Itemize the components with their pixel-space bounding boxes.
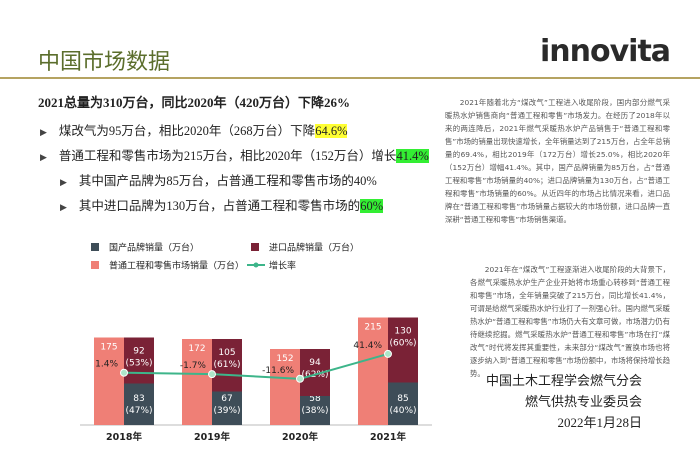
bar-value-label: 105 (218, 348, 235, 358)
bar-value-label: 94 (309, 358, 321, 368)
bullet-text: 其中国产品牌为85万台，占普通工程和零售市场的40% (78, 174, 377, 188)
legend-label: 进口品牌销量（万台） (269, 242, 359, 254)
bar (182, 339, 212, 425)
bar-value-label: 130 (394, 327, 411, 337)
line-value-label: 1.4% (95, 360, 118, 370)
bullet-icon: ▶ (40, 127, 47, 137)
legend-label: 普通工程和零售市场销量（万台） (109, 260, 244, 272)
bar-value-label: 92 (133, 347, 144, 357)
logo: innovita (540, 34, 671, 69)
bar-segment (124, 383, 154, 425)
share-label: (61%) (213, 360, 240, 370)
line-marker (208, 370, 216, 379)
x-tick-label: 2019年 (194, 431, 230, 443)
bar-segment (388, 382, 418, 425)
bullet: ▶ 煤改气为95万台，相比2020年（268万台）下降64.6% (40, 120, 348, 139)
bar (358, 317, 388, 425)
bar-value-label: 67 (221, 394, 232, 404)
bar-segment (212, 391, 242, 425)
x-tick-label: 2018年 (106, 431, 142, 443)
line-marker (296, 374, 304, 383)
bar-value-label: 175 (100, 343, 117, 353)
x-tick-label: 2020年 (282, 431, 318, 443)
line-marker (120, 368, 128, 377)
bar-segment (212, 339, 242, 392)
bar-value-label: 83 (133, 394, 144, 404)
bullet-text: 其中进口品牌为130万台，占普通工程和零售市场的 (78, 199, 361, 213)
line (123, 352, 389, 380)
footer-line: 中国土木工程学会燃气分会 (485, 373, 642, 388)
footer-line: 燃气供热专业委员会 (524, 394, 642, 409)
share-label: (60%) (389, 339, 416, 349)
line-value-label: 41.4% (353, 341, 382, 351)
bar (270, 349, 300, 425)
legend-swatch (91, 243, 99, 251)
bullet: ▶ 其中进口品牌为130万台，占普通工程和零售市场的60% (60, 195, 384, 214)
bar-value-label: 152 (276, 354, 293, 364)
x-tick-label: 2021年 (370, 431, 406, 443)
bar-value-label: 172 (188, 344, 205, 354)
share-label: (39%) (213, 406, 240, 416)
bar-value-label: 215 (364, 323, 381, 333)
highlight-text: 64.6% (315, 124, 348, 138)
bar-value-label: 85 (397, 394, 408, 404)
footer-line: 2022年1月28日 (557, 415, 642, 430)
legend-marker (253, 262, 259, 268)
headline: 2021总量为310万台，同比2020年（420万台）下降26% (38, 95, 351, 110)
line-value-label: -11.6% (262, 366, 294, 376)
bar (94, 337, 124, 425)
bullet: ▶ 其中国产品牌为85万台，占普通工程和零售市场的40% (60, 170, 377, 189)
bar-value-label: 58 (309, 394, 321, 404)
bar-segment (388, 317, 418, 383)
share-label: (40%) (389, 406, 416, 416)
legend-swatch (91, 261, 99, 269)
highlight-text: 41.4% (396, 149, 429, 163)
bullet-icon: ▶ (40, 152, 47, 162)
bullet-text: 煤改气为95万台，相比2020年（268万台）下降 (58, 124, 316, 138)
bullet: ▶ 普通工程和零售市场为215万台，相比2020年（152万台）增长41.4% (40, 145, 429, 164)
bar-segment (124, 337, 154, 384)
legend-label: 国产品牌销量（万台） (109, 242, 199, 254)
bullet-icon: ▶ (60, 177, 67, 187)
share-label: (53%) (125, 359, 152, 369)
share-label: (38%) (301, 406, 328, 416)
bullet-icon: ▶ (60, 202, 67, 212)
legend-swatch (251, 243, 259, 251)
legend-label: 增长率 (269, 260, 296, 272)
header-rule (0, 77, 700, 79)
line-marker (384, 349, 392, 358)
footer: 中国土木工程学会燃气分会 燃气供热专业委员会 2022年1月28日 (486, 370, 642, 433)
line-value-label: -1.7% (180, 361, 207, 371)
bullet-text: 普通工程和零售市场为215万台，相比2020年（152万台）增长 (58, 149, 397, 163)
slide-title: 中国市场数据 (38, 49, 171, 74)
paragraph: 2021年随着北方“煤改气”工程进入收尾阶段，国内部分燃气采暖热水炉销售商向“普… (445, 98, 670, 224)
share-label: (47%) (125, 406, 152, 416)
bar-segment (300, 396, 330, 425)
highlight-text: 60% (360, 199, 384, 213)
paragraph: 2021年在“煤改气”工程逐渐进入收尾阶段的大背景下，各燃气采暖热水炉生产企业开… (470, 265, 670, 378)
